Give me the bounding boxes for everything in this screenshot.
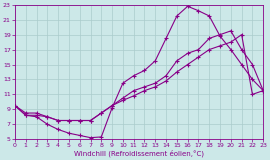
X-axis label: Windchill (Refroidissement éolien,°C): Windchill (Refroidissement éolien,°C): [74, 150, 204, 157]
